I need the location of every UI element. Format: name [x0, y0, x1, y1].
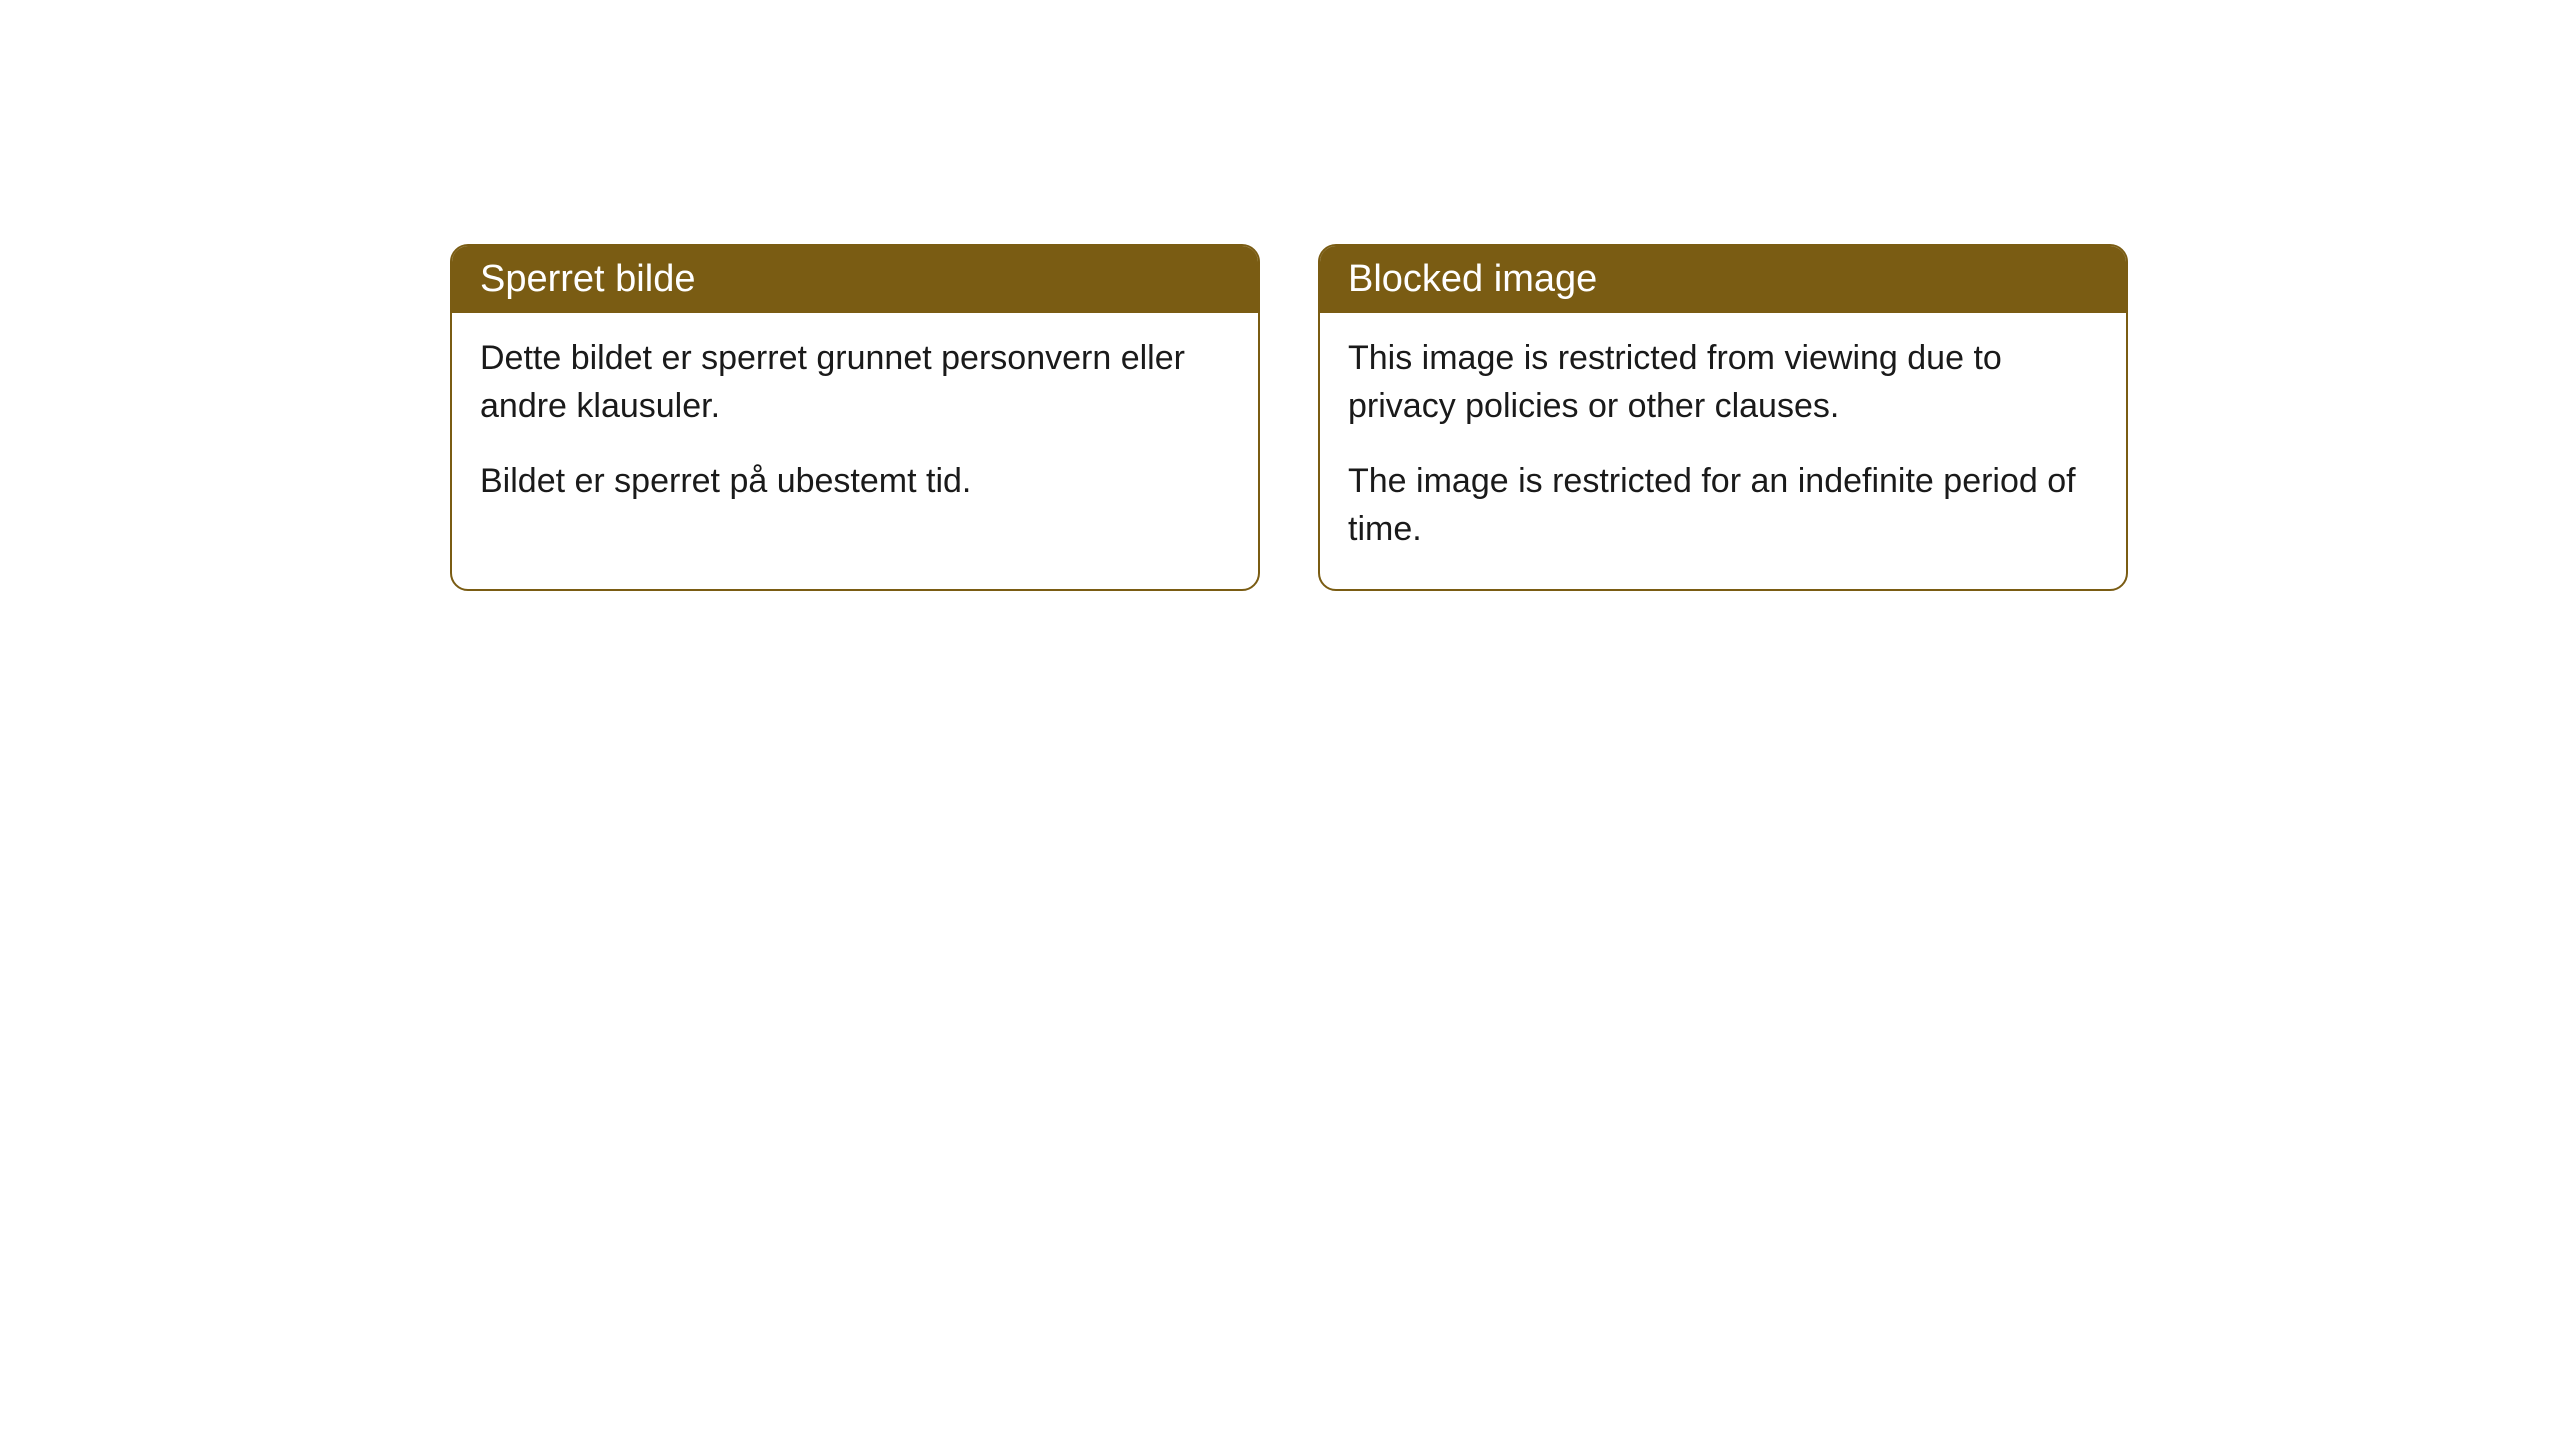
notice-card-english: Blocked image This image is restricted f… [1318, 244, 2128, 591]
notice-paragraph: The image is restricted for an indefinit… [1348, 458, 2098, 553]
notice-card-title: Blocked image [1320, 246, 2126, 313]
notice-card-body: Dette bildet er sperret grunnet personve… [452, 313, 1258, 542]
notice-paragraph: Bildet er sperret på ubestemt tid. [480, 458, 1230, 506]
notice-paragraph: Dette bildet er sperret grunnet personve… [480, 335, 1230, 430]
notice-card-title: Sperret bilde [452, 246, 1258, 313]
notice-card-body: This image is restricted from viewing du… [1320, 313, 2126, 589]
notice-container: Sperret bilde Dette bildet er sperret gr… [450, 244, 2128, 591]
notice-paragraph: This image is restricted from viewing du… [1348, 335, 2098, 430]
notice-card-norwegian: Sperret bilde Dette bildet er sperret gr… [450, 244, 1260, 591]
